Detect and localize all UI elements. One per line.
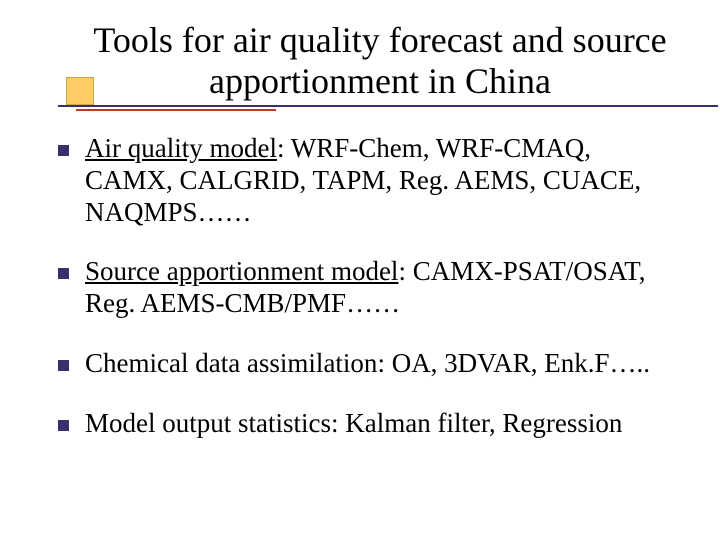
list-item: Model output statistics: Kalman filter, … [58,408,680,440]
slide-body: Air quality model: WRF-Chem, WRF-CMAQ, C… [30,133,690,440]
list-item-lead: Chemical data assimilation [85,348,377,378]
list-item-text: Air quality model: WRF-Chem, WRF-CMAQ, C… [85,133,680,229]
list-item-rest: : OA, 3DVAR, Enk.F….. [377,348,650,378]
list-item-lead: Model output statistics [85,408,331,438]
list-item-text: Chemical data assimilation: OA, 3DVAR, E… [85,348,650,380]
list-item-lead: Source apportionment model [85,256,398,286]
square-bullet-icon [58,420,69,431]
list-item-rest: : Kalman filter, Regression [331,408,622,438]
list-item: Air quality model: WRF-Chem, WRF-CMAQ, C… [58,133,680,229]
slide-title: Tools for air quality forecast and sourc… [30,20,690,103]
square-bullet-icon [58,268,69,279]
square-bullet-icon [58,145,69,156]
accent-line-primary [58,105,718,107]
list-item-text: Source apportionment model: CAMX-PSAT/OS… [85,256,680,320]
title-block: Tools for air quality forecast and sourc… [30,20,690,109]
list-item-text: Model output statistics: Kalman filter, … [85,408,622,440]
square-bullet-icon [58,360,69,371]
list-item: Source apportionment model: CAMX-PSAT/OS… [58,256,680,320]
list-item: Chemical data assimilation: OA, 3DVAR, E… [58,348,680,380]
accent-square-icon [66,77,94,105]
list-item-lead: Air quality model [85,133,277,163]
accent-line-secondary [76,109,276,111]
slide: Tools for air quality forecast and sourc… [0,0,720,540]
